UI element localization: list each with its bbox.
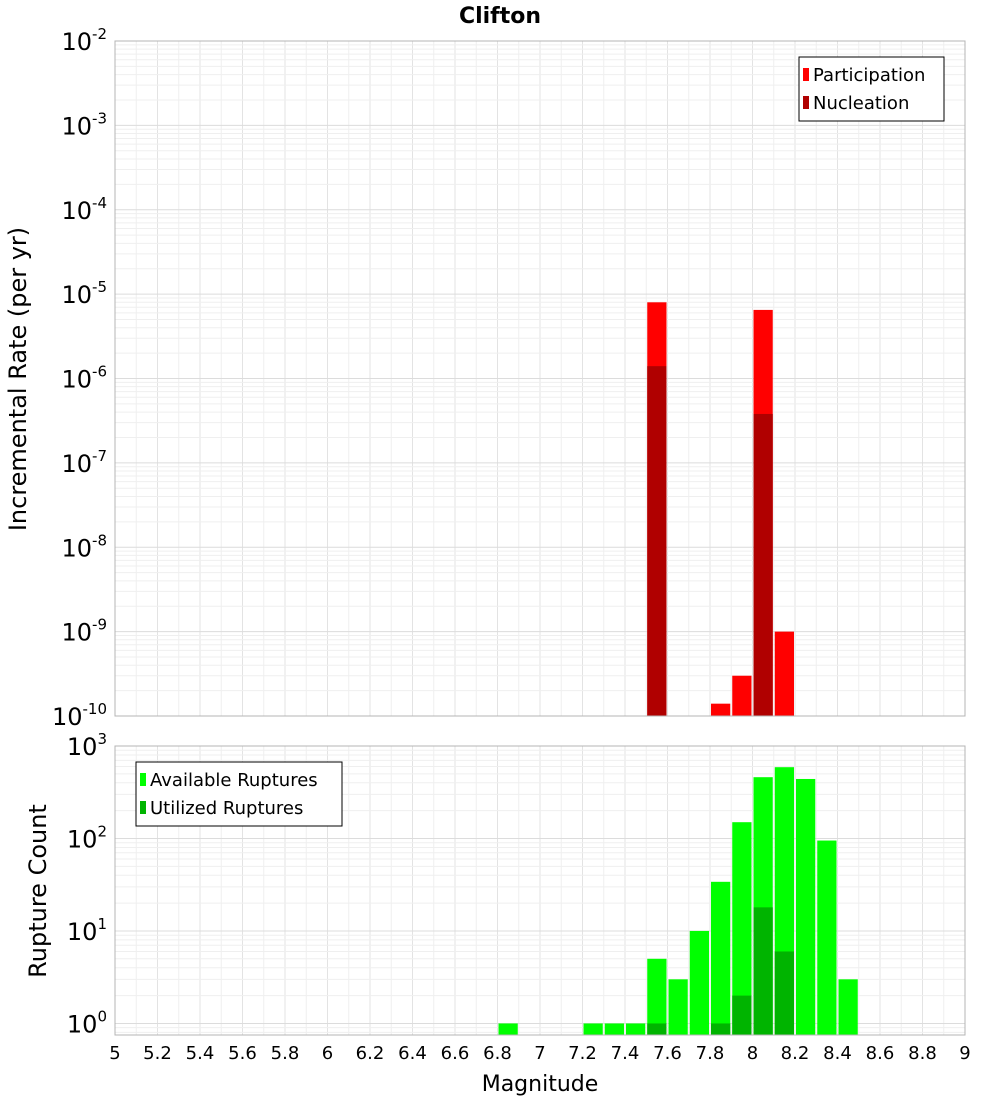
bottom-legend: Available Ruptures Utilized Ruptures (135, 761, 343, 827)
x-tick-label: 6.4 (398, 1043, 427, 1064)
top-series-2 (647, 366, 773, 716)
bottom-y-axis-label: Rupture Count (24, 804, 52, 978)
bottom-panel: 103 102 101 100 Available Ruptures Utilized R… (67, 730, 966, 1038)
bottom-bar (626, 1023, 646, 1035)
x-tick-label: 5 (109, 1043, 120, 1064)
x-tick-label: 9 (959, 1043, 970, 1064)
top-y-tick-label: 10-5 (61, 278, 107, 309)
top-y-tick-label: 10-8 (61, 531, 107, 562)
bottom-bar (838, 979, 858, 1035)
bottom-bar (498, 1023, 518, 1035)
top-bar (647, 366, 667, 716)
bottom-bar (774, 951, 794, 1035)
x-axis-label: Magnitude (482, 1072, 599, 1097)
legend-label: Participation (813, 65, 925, 86)
bottom-bar (647, 1023, 667, 1035)
x-tick-label: 7 (534, 1043, 545, 1064)
x-tick-label: 7.6 (653, 1043, 682, 1064)
bottom-bar (604, 1023, 624, 1035)
x-tick-label: 6.6 (441, 1043, 470, 1064)
legend-label: Nucleation (813, 93, 909, 114)
top-y-axis-label: Incremental Rate (per yr) (4, 227, 32, 531)
x-tick-label: 5.2 (143, 1043, 172, 1064)
top-y-tick-label: 10-7 (61, 447, 107, 478)
top-bar (711, 703, 731, 716)
top-y-tick-label: 10-4 (61, 194, 107, 225)
top-grid (114, 40, 966, 717)
chart-title: Clifton (459, 4, 541, 29)
top-bar (732, 675, 752, 716)
legend-swatch (140, 773, 146, 786)
x-tick-label: 6.2 (356, 1043, 385, 1064)
bottom-bar (689, 930, 709, 1035)
x-tick-label: 5.8 (271, 1043, 300, 1064)
x-tick-label: 5.4 (186, 1043, 215, 1064)
legend-label: Available Ruptures (150, 770, 318, 791)
legend-label: Utilized Ruptures (150, 798, 303, 819)
x-tick-label: 8.8 (908, 1043, 937, 1064)
bottom-bar (711, 1023, 731, 1035)
bottom-bar (711, 881, 731, 1035)
legend-swatch (803, 96, 809, 109)
x-tick-label: 5.6 (228, 1043, 257, 1064)
legend-swatch (140, 801, 146, 814)
top-y-tick-label: 10-10 (52, 700, 107, 731)
top-bar (774, 631, 794, 716)
x-tick-label: 8.4 (823, 1043, 852, 1064)
x-tick-label: 7.2 (568, 1043, 597, 1064)
top-y-tick-label: 10-6 (61, 363, 107, 394)
bottom-bar (583, 1023, 603, 1035)
top-legend-box (798, 56, 945, 122)
x-tick-label: 7.8 (696, 1043, 725, 1064)
bottom-bar (732, 822, 752, 1035)
top-legend: Participation Nucleation (798, 56, 945, 122)
top-plot-frame (114, 40, 966, 717)
x-tick-label: 6 (322, 1043, 333, 1064)
bottom-y-tick-label: 101 (67, 915, 107, 946)
top-y-tick-label: 10-2 (61, 25, 107, 56)
top-y-tick-label: 10-9 (61, 616, 107, 647)
x-tick-label: 7.4 (611, 1043, 640, 1064)
bottom-bar (817, 840, 837, 1035)
bottom-bar (732, 995, 752, 1035)
x-tick-label: 8.2 (781, 1043, 810, 1064)
bottom-bar (668, 979, 688, 1035)
bottom-bar (753, 907, 773, 1035)
top-y-tick-label: 10-3 (61, 109, 107, 140)
x-axis-ticks: 5 5.2 5.4 5.6 5.8 6 6.2 6.4 6.6 6.8 7 7.2 7.4 7.6 7.8 8… (109, 1043, 970, 1064)
top-panel: 10-2 10-3 10-4 10-5 10-6 10-7 10-8 10-9 10-10 Par… (52, 25, 966, 731)
bottom-plot-frame (114, 745, 966, 1036)
bottom-y-tick-label: 103 (67, 730, 107, 761)
x-tick-label: 8.6 (866, 1043, 895, 1064)
legend-swatch (803, 68, 809, 81)
bottom-bar (647, 958, 667, 1035)
bottom-y-tick-label: 102 (67, 822, 107, 853)
bottom-legend-box (135, 761, 343, 827)
bottom-series-2 (647, 907, 794, 1035)
bottom-y-tick-label: 100 (67, 1007, 107, 1038)
top-bar (753, 413, 773, 716)
x-tick-label: 8 (747, 1043, 758, 1064)
bottom-bar (796, 778, 816, 1035)
x-tick-label: 6.8 (483, 1043, 512, 1064)
